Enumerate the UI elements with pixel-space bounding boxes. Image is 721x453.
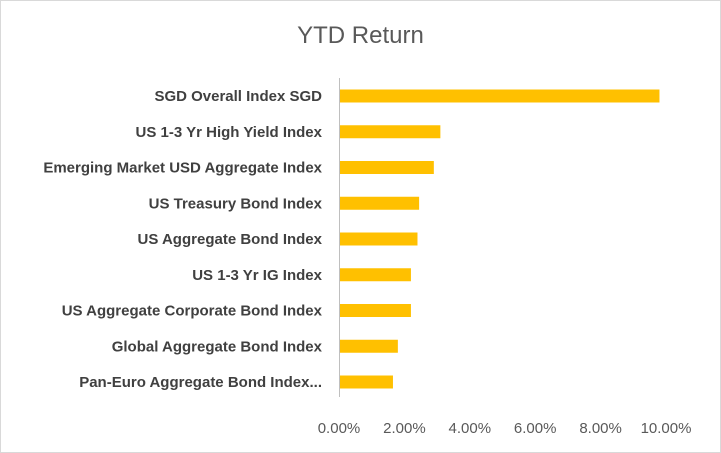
bar-1: [340, 125, 441, 139]
bar-6: [340, 304, 411, 317]
bar-7: [340, 339, 398, 353]
category-label-1: US 1-3 Yr High Yield Index: [136, 124, 323, 141]
category-label-8: Pan-Euro Aggregate Bond Index...: [79, 374, 322, 391]
bars-group: [340, 89, 660, 389]
bar-5: [340, 268, 411, 282]
bar-8: [340, 375, 393, 389]
x-tick-labels: 0.00% 2.00% 4.00% 6.00% 8.00% 10.00%: [318, 420, 692, 437]
x-tick-label-2: 4.00%: [449, 420, 492, 437]
category-labels: SGD Overall Index SGD US 1-3 Yr High Yiel…: [43, 88, 322, 391]
category-label-4: US Aggregate Bond Index: [138, 231, 323, 248]
chart-title: YTD Return: [297, 22, 424, 49]
bar-2: [340, 161, 434, 174]
x-tick-label-4: 8.00%: [579, 420, 622, 437]
category-label-6: US Aggregate Corporate Bond Index: [62, 303, 323, 320]
x-tick-label-3: 6.00%: [514, 420, 557, 437]
category-label-3: US Treasury Bond Index: [149, 195, 323, 212]
x-tick-label-0: 0.00%: [318, 420, 361, 437]
category-label-2: Emerging Market USD Aggregate Index: [43, 160, 322, 177]
bar-3: [340, 196, 420, 210]
bar-4: [340, 232, 418, 246]
category-label-7: Global Aggregate Bond Index: [112, 338, 323, 355]
bar-0: [340, 89, 660, 103]
category-label-5: US 1-3 Yr IG Index: [192, 267, 322, 284]
x-tick-label-5: 10.00%: [641, 420, 692, 437]
category-label-0: SGD Overall Index SGD: [154, 88, 322, 105]
x-tick-label-1: 2.00%: [383, 420, 426, 437]
